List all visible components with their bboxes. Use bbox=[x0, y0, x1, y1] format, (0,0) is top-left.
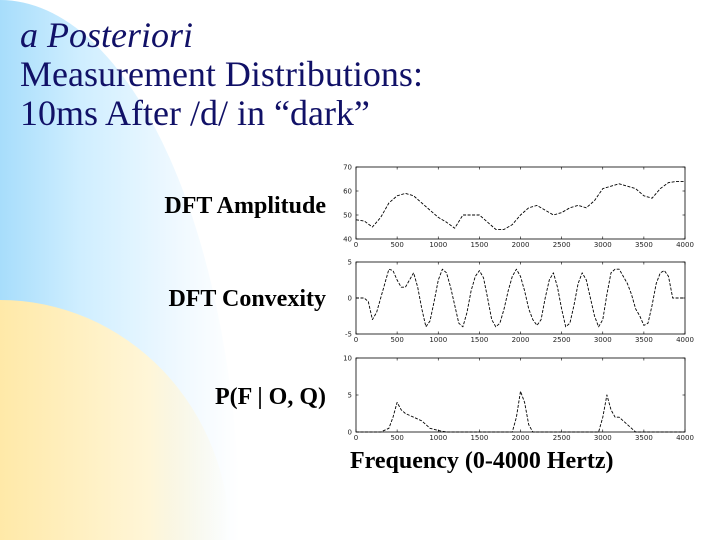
x-tick-label: 3000 bbox=[594, 434, 612, 442]
plot-frame-3 bbox=[355, 357, 686, 433]
x-tick-label: 1500 bbox=[470, 336, 488, 344]
x-tick-label: 500 bbox=[390, 241, 403, 249]
series-line-1 bbox=[355, 180, 685, 230]
x-tick-label: 3500 bbox=[635, 241, 653, 249]
y-tick-label: 10 bbox=[343, 355, 352, 363]
x-tick-label: 4000 bbox=[676, 241, 694, 249]
probability-label: P(F | O, Q) bbox=[214, 384, 326, 410]
x-tick-label: 1500 bbox=[470, 434, 488, 442]
x-tick-label: 4000 bbox=[676, 336, 694, 344]
y-tick-label: 5 bbox=[348, 392, 352, 400]
slide-title: a Posteriori Measurement Distributions: … bbox=[20, 16, 423, 133]
x-tick-label: 3500 bbox=[635, 434, 653, 442]
x-tick-label: 2500 bbox=[553, 434, 571, 442]
x-tick-label: 0 bbox=[354, 241, 358, 249]
convexity-label: DFT Convexity bbox=[168, 286, 326, 312]
y-tick-label: 0 bbox=[348, 429, 352, 437]
x-tick-label: 2500 bbox=[553, 336, 571, 344]
amplitude-label: DFT Amplitude bbox=[164, 193, 326, 219]
x-tick-label: 1000 bbox=[429, 434, 447, 442]
y-tick-label: 0 bbox=[348, 295, 352, 303]
x-tick-label: 1000 bbox=[429, 241, 447, 249]
title-line-2: Measurement Distributions: bbox=[20, 54, 423, 94]
x-tick-label: 500 bbox=[390, 434, 403, 442]
title-line-3: 10ms After /d/ in “dark” bbox=[20, 93, 370, 133]
x-tick-label: 500 bbox=[390, 336, 403, 344]
x-tick-label: 3500 bbox=[635, 336, 653, 344]
x-tick-label: 3000 bbox=[594, 241, 612, 249]
x-tick-label: 2000 bbox=[512, 241, 530, 249]
series-line-3 bbox=[356, 390, 685, 433]
x-tick-label: 1000 bbox=[429, 336, 447, 344]
series-line-2 bbox=[356, 268, 685, 328]
x-tick-label: 4000 bbox=[676, 434, 694, 442]
x-tick-label: 0 bbox=[354, 434, 358, 442]
x-tick-label: 1500 bbox=[470, 241, 488, 249]
x-tick-label: 2000 bbox=[512, 434, 530, 442]
y-tick-label: 50 bbox=[343, 212, 352, 220]
y-tick-label: 60 bbox=[343, 188, 352, 196]
title-line-1: a Posteriori bbox=[20, 15, 194, 55]
frequency-axis-label: Frequency (0-4000 Hertz) bbox=[350, 448, 614, 474]
x-tick-label: 0 bbox=[354, 336, 358, 344]
x-tick-label: 3000 bbox=[594, 336, 612, 344]
x-tick-label: 2000 bbox=[512, 336, 530, 344]
plot-frame-2 bbox=[355, 261, 686, 335]
y-tick-label: 40 bbox=[343, 236, 352, 244]
plot-frame-1 bbox=[355, 166, 686, 240]
y-tick-label: 70 bbox=[343, 164, 352, 172]
y-tick-label: 5 bbox=[348, 259, 352, 267]
y-tick-label: -5 bbox=[345, 331, 352, 339]
x-tick-label: 2500 bbox=[553, 241, 571, 249]
